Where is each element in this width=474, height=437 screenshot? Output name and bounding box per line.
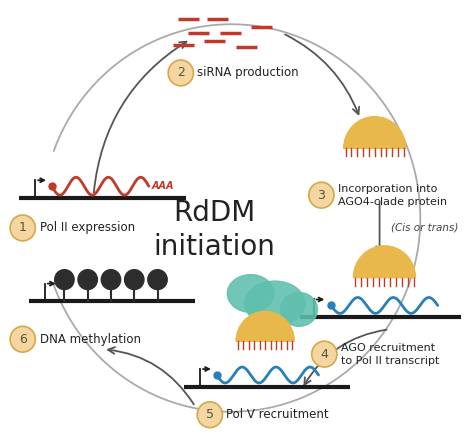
Text: DNA methylation: DNA methylation xyxy=(40,333,141,346)
Text: Pol V recruitment: Pol V recruitment xyxy=(227,408,329,421)
Text: 5: 5 xyxy=(206,408,214,421)
Circle shape xyxy=(55,270,74,290)
Wedge shape xyxy=(236,312,294,341)
Text: 4: 4 xyxy=(320,347,328,361)
Text: (Cis or trans): (Cis or trans) xyxy=(391,223,458,233)
Text: Incorporation into
AGO4-clade protein: Incorporation into AGO4-clade protein xyxy=(338,184,447,207)
Circle shape xyxy=(168,60,193,86)
Circle shape xyxy=(312,341,337,367)
Text: 3: 3 xyxy=(318,189,325,201)
Circle shape xyxy=(10,215,36,241)
Text: AGO recruitment
to Pol II transcript: AGO recruitment to Pol II transcript xyxy=(341,343,439,366)
Wedge shape xyxy=(354,246,415,277)
Text: AAA: AAA xyxy=(152,181,174,191)
Circle shape xyxy=(148,270,167,290)
Circle shape xyxy=(10,326,36,352)
Text: 2: 2 xyxy=(177,66,185,80)
Ellipse shape xyxy=(228,274,274,312)
Ellipse shape xyxy=(281,292,318,326)
Text: 1: 1 xyxy=(19,222,27,234)
Text: RdDM
initiation: RdDM initiation xyxy=(154,199,276,261)
Circle shape xyxy=(309,182,334,208)
Ellipse shape xyxy=(245,281,305,326)
Text: siRNA production: siRNA production xyxy=(197,66,299,80)
Text: 6: 6 xyxy=(19,333,27,346)
Circle shape xyxy=(101,270,121,290)
Circle shape xyxy=(78,270,97,290)
Wedge shape xyxy=(344,117,406,149)
Circle shape xyxy=(197,402,222,428)
Circle shape xyxy=(125,270,144,290)
Text: Pol II expression: Pol II expression xyxy=(40,222,135,234)
